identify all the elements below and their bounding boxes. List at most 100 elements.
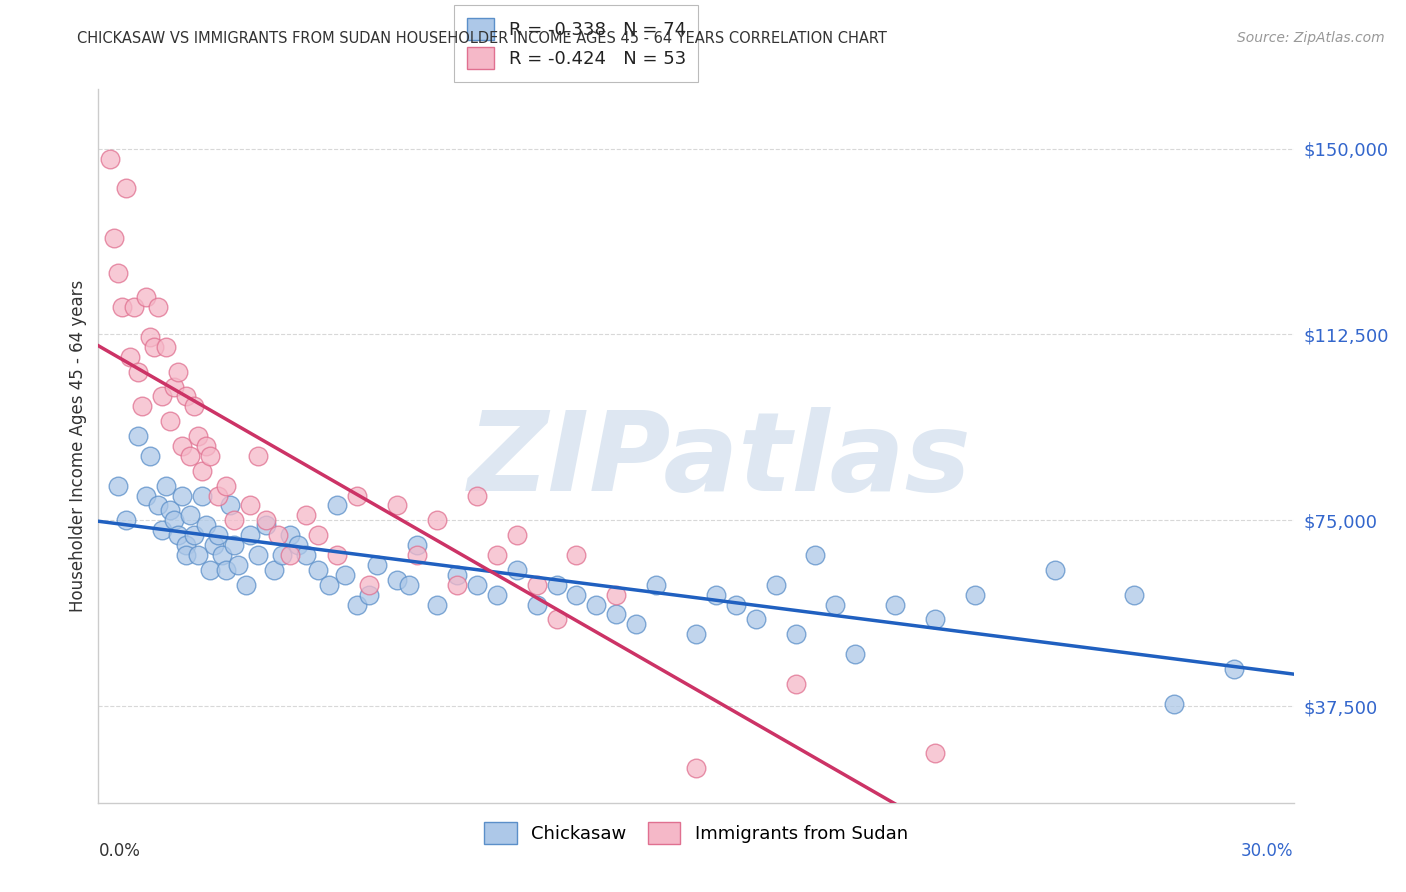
Point bbox=[924, 612, 946, 626]
Point bbox=[270, 548, 292, 562]
Text: Source: ZipAtlas.com: Source: ZipAtlas.com bbox=[1237, 31, 1385, 45]
Point bbox=[605, 607, 627, 622]
Point bbox=[148, 499, 170, 513]
Point bbox=[215, 478, 238, 492]
Point bbox=[103, 231, 125, 245]
Point bbox=[131, 400, 153, 414]
Point bbox=[135, 290, 157, 304]
Point bbox=[326, 499, 349, 513]
Point bbox=[506, 563, 529, 577]
Point bbox=[406, 548, 429, 562]
Point bbox=[506, 528, 529, 542]
Point bbox=[139, 330, 162, 344]
Point bbox=[207, 489, 229, 503]
Point bbox=[163, 513, 186, 527]
Point bbox=[211, 548, 233, 562]
Point bbox=[585, 598, 607, 612]
Point bbox=[159, 414, 181, 428]
Point bbox=[359, 578, 381, 592]
Point bbox=[626, 617, 648, 632]
Point bbox=[546, 612, 568, 626]
Point bbox=[294, 548, 316, 562]
Point bbox=[346, 598, 368, 612]
Point bbox=[465, 578, 488, 592]
Point bbox=[120, 350, 142, 364]
Point bbox=[191, 489, 214, 503]
Point bbox=[174, 538, 197, 552]
Point bbox=[294, 508, 316, 523]
Point bbox=[884, 598, 907, 612]
Point bbox=[685, 761, 707, 775]
Point bbox=[398, 578, 420, 592]
Point bbox=[183, 400, 205, 414]
Point bbox=[219, 499, 242, 513]
Point bbox=[135, 489, 157, 503]
Point bbox=[318, 578, 340, 592]
Point bbox=[139, 449, 162, 463]
Point bbox=[765, 578, 787, 592]
Point bbox=[526, 578, 548, 592]
Point bbox=[198, 563, 221, 577]
Point bbox=[167, 365, 190, 379]
Point bbox=[246, 449, 269, 463]
Point bbox=[546, 578, 568, 592]
Point bbox=[174, 548, 197, 562]
Point bbox=[115, 513, 138, 527]
Point bbox=[785, 677, 807, 691]
Point bbox=[565, 548, 588, 562]
Point bbox=[111, 300, 134, 314]
Point bbox=[115, 181, 138, 195]
Text: ZIPatlas: ZIPatlas bbox=[468, 407, 972, 514]
Point bbox=[174, 389, 197, 403]
Point bbox=[148, 300, 170, 314]
Point bbox=[685, 627, 707, 641]
Point bbox=[426, 598, 449, 612]
Text: 0.0%: 0.0% bbox=[98, 842, 141, 861]
Point bbox=[1223, 662, 1246, 676]
Point bbox=[263, 563, 285, 577]
Point bbox=[195, 518, 218, 533]
Point bbox=[278, 528, 301, 542]
Point bbox=[187, 548, 209, 562]
Point bbox=[167, 528, 190, 542]
Point bbox=[202, 538, 225, 552]
Point bbox=[1123, 588, 1146, 602]
Point bbox=[605, 588, 627, 602]
Point bbox=[745, 612, 768, 626]
Point bbox=[127, 365, 149, 379]
Point bbox=[385, 573, 409, 587]
Point bbox=[155, 340, 177, 354]
Point bbox=[335, 567, 357, 582]
Point bbox=[179, 449, 201, 463]
Point bbox=[172, 439, 194, 453]
Point bbox=[406, 538, 429, 552]
Point bbox=[287, 538, 309, 552]
Point bbox=[179, 508, 201, 523]
Point bbox=[207, 528, 229, 542]
Point bbox=[254, 518, 277, 533]
Point bbox=[246, 548, 269, 562]
Point bbox=[150, 523, 173, 537]
Point bbox=[222, 513, 245, 527]
Text: CHICKASAW VS IMMIGRANTS FROM SUDAN HOUSEHOLDER INCOME AGES 45 - 64 YEARS CORRELA: CHICKASAW VS IMMIGRANTS FROM SUDAN HOUSE… bbox=[77, 31, 887, 46]
Point bbox=[124, 300, 146, 314]
Point bbox=[704, 588, 727, 602]
Point bbox=[307, 528, 329, 542]
Point bbox=[159, 503, 181, 517]
Point bbox=[150, 389, 173, 403]
Point bbox=[143, 340, 166, 354]
Point bbox=[239, 528, 262, 542]
Point bbox=[187, 429, 209, 443]
Point bbox=[785, 627, 807, 641]
Point bbox=[804, 548, 827, 562]
Point bbox=[359, 588, 381, 602]
Point bbox=[326, 548, 349, 562]
Point bbox=[963, 588, 986, 602]
Point bbox=[107, 266, 129, 280]
Point bbox=[191, 464, 214, 478]
Point bbox=[226, 558, 249, 572]
Point bbox=[198, 449, 221, 463]
Point bbox=[183, 528, 205, 542]
Y-axis label: Householder Income Ages 45 - 64 years: Householder Income Ages 45 - 64 years bbox=[69, 280, 87, 612]
Point bbox=[346, 489, 368, 503]
